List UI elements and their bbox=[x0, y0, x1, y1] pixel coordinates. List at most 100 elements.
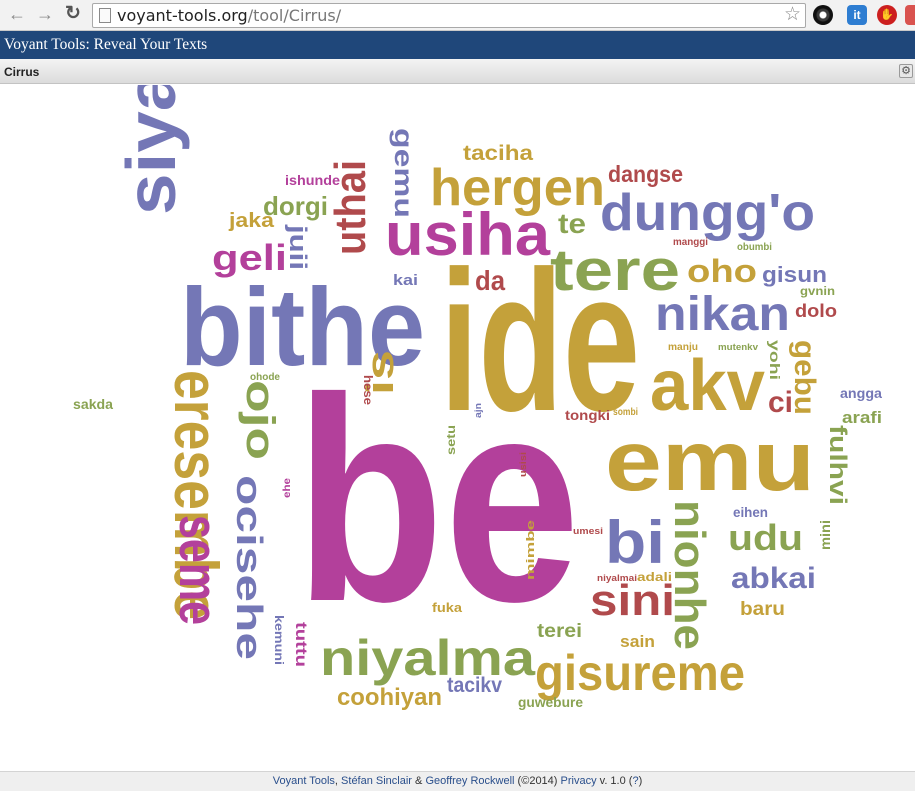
cloud-word-dorgi[interactable]: dorgi bbox=[263, 191, 328, 221]
cloud-word-arafi[interactable]: arafi bbox=[842, 408, 882, 427]
cloud-word-nikan[interactable]: nikan bbox=[655, 288, 790, 341]
panel-header: Cirrus ⚙ bbox=[0, 59, 915, 84]
cloud-word-ehe[interactable]: ehe bbox=[282, 477, 293, 498]
cloud-word-ishunde[interactable]: ishunde bbox=[285, 172, 340, 188]
gear-icon[interactable]: ⚙ bbox=[899, 64, 913, 78]
it-extension-icon[interactable]: it bbox=[847, 5, 867, 25]
cloud-word-setu[interactable]: setu bbox=[444, 425, 458, 455]
cloud-word-usisi[interactable]: usisi bbox=[518, 452, 528, 477]
cloud-word-dangse[interactable]: dangse bbox=[608, 161, 683, 187]
cloud-word-ocisehe[interactable]: ocisehe bbox=[229, 475, 270, 660]
cloud-word-te[interactable]: te bbox=[558, 208, 586, 239]
cloud-word-sakda[interactable]: sakda bbox=[73, 396, 113, 412]
cloud-word-jaka[interactable]: jaka bbox=[228, 210, 275, 232]
cloud-word-kemuni[interactable]: kemuni bbox=[272, 615, 286, 665]
cloud-word-geli[interactable]: geli bbox=[212, 237, 287, 278]
cloud-word-gisureme[interactable]: gisureme bbox=[535, 645, 745, 701]
url-text[interactable]: voyant-tools.org/tool/Cirrus/ bbox=[117, 6, 342, 25]
stop-extension-icon[interactable]: ✋ bbox=[877, 5, 897, 25]
cloud-word-sini[interactable]: sini bbox=[590, 576, 675, 625]
cloud-word-bi[interactable]: bi bbox=[605, 509, 665, 576]
reload-icon: ↻ bbox=[65, 3, 81, 24]
cloud-word-kai[interactable]: kai bbox=[393, 272, 418, 289]
arrow-left-icon: ← bbox=[8, 4, 26, 24]
cloud-word-siyanxeng[interactable]: siyanxeng bbox=[112, 85, 190, 215]
cloud-word-udu[interactable]: udu bbox=[728, 517, 803, 558]
cloud-word-gemu[interactable]: gemu bbox=[389, 128, 419, 218]
cloud-word-obumbi[interactable]: obumbi bbox=[737, 242, 772, 253]
cloud-word-juii[interactable]: juii bbox=[284, 224, 311, 270]
cloud-word-hese[interactable]: hese bbox=[361, 375, 375, 405]
cloud-word-mimbe[interactable]: mimbe bbox=[525, 520, 537, 580]
forward-button[interactable]: → bbox=[34, 3, 56, 25]
cloud-word-yohi[interactable]: yohi bbox=[767, 340, 783, 380]
sinclair-link[interactable]: Stéfan Sinclair bbox=[341, 775, 412, 787]
cloud-word-bithe[interactable]: bithe bbox=[180, 266, 425, 389]
cloud-word-ojo[interactable]: ojo bbox=[238, 380, 282, 460]
cloud-word-angga[interactable]: angga bbox=[840, 385, 882, 401]
cloud-word-guwebure[interactable]: guwebure bbox=[518, 694, 583, 710]
cloud-word-dolo[interactable]: dolo bbox=[795, 301, 837, 321]
cloud-word-mini[interactable]: mini bbox=[817, 520, 833, 550]
cloud-word-ci[interactable]: ci bbox=[768, 386, 793, 419]
cloud-word-manggi[interactable]: manggi bbox=[673, 237, 708, 248]
cloud-word-eresembe[interactable]: eresembe bbox=[161, 370, 230, 620]
cloud-word-tongki[interactable]: tongki bbox=[565, 407, 610, 423]
cloud-word-sain[interactable]: sain bbox=[620, 632, 655, 651]
cloud-word-tacikv[interactable]: tacikv bbox=[447, 674, 502, 697]
cloud-word-dunggo[interactable]: dungg'o bbox=[600, 184, 815, 242]
cloud-word-uthai[interactable]: uthai bbox=[326, 160, 375, 255]
cloud-word-abkai[interactable]: abkai bbox=[731, 562, 816, 595]
footer-copyright: (©2014) bbox=[514, 775, 561, 787]
cloud-word-coohiyan[interactable]: coohiyan bbox=[337, 684, 442, 711]
cloud-word-tere[interactable]: tere bbox=[550, 238, 680, 303]
browser-toolbar: ← → ↻ voyant-tools.org/tool/Cirrus/ ☆ it… bbox=[0, 0, 915, 31]
address-bar[interactable]: voyant-tools.org/tool/Cirrus/ ☆ bbox=[92, 3, 806, 28]
reload-button[interactable]: ↻ bbox=[62, 3, 84, 25]
rockwell-link[interactable]: Geoffrey Rockwell bbox=[425, 775, 515, 787]
arrow-right-icon: → bbox=[36, 4, 54, 24]
extension-icon[interactable] bbox=[905, 5, 915, 25]
cloud-word-taciha[interactable]: taciha bbox=[463, 142, 533, 165]
back-button[interactable]: ← bbox=[6, 3, 28, 25]
footer-separator: , bbox=[334, 775, 342, 787]
cloud-word-be[interactable]: be bbox=[295, 338, 580, 662]
cloud-word-gisun[interactable]: gisun bbox=[762, 262, 827, 287]
cloud-word-nionhe[interactable]: nionhe bbox=[665, 500, 714, 650]
cloud-word-terei[interactable]: terei bbox=[537, 621, 582, 642]
cloud-word-niyalmai[interactable]: niyalmai bbox=[597, 573, 637, 583]
cloud-word-niyalma[interactable]: niyalma bbox=[320, 630, 536, 686]
cloud-word-akv[interactable]: akv bbox=[650, 346, 765, 426]
cloud-word-seme[interactable]: seme bbox=[168, 515, 230, 625]
app-title-bar: Voyant Tools: Reveal Your Texts bbox=[0, 31, 915, 59]
cloud-word-gvnin[interactable]: gvnin bbox=[800, 284, 835, 298]
cloud-word-gebu[interactable]: gebu bbox=[788, 340, 821, 415]
help-link[interactable]: ? bbox=[632, 775, 639, 787]
cloud-word-sombi[interactable]: sombi bbox=[613, 407, 638, 418]
cloud-word-mutenkv[interactable]: mutenkv bbox=[718, 342, 758, 352]
privacy-link[interactable]: Privacy bbox=[560, 775, 597, 787]
cloud-word-ide[interactable]: ide bbox=[440, 230, 640, 453]
cloud-word-tuttu[interactable]: tuttu bbox=[292, 622, 309, 667]
cloud-word-fulhvi[interactable]: fulhvi bbox=[824, 425, 851, 505]
cloud-word-is[interactable]: is bbox=[360, 350, 402, 395]
cloud-word-da[interactable]: da bbox=[475, 265, 505, 296]
cloud-word-usiha[interactable]: usiha bbox=[385, 201, 551, 268]
cloud-word-ohode[interactable]: ohode bbox=[250, 372, 280, 383]
cloud-word-hergen[interactable]: hergen bbox=[430, 159, 605, 217]
cloud-word-adali[interactable]: adali bbox=[637, 570, 672, 584]
cloud-word-oho[interactable]: oho bbox=[687, 253, 757, 289]
voyant-tools-link[interactable]: Voyant Tools bbox=[272, 775, 335, 787]
panel-title: Cirrus bbox=[4, 65, 40, 79]
bookmark-star-icon[interactable]: ☆ bbox=[783, 4, 801, 25]
cloud-word-emu[interactable]: emu bbox=[605, 414, 815, 509]
cloud-word-baru[interactable]: baru bbox=[740, 599, 785, 620]
cloud-word-eihen[interactable]: eihen bbox=[733, 504, 768, 520]
cloud-word-umesi[interactable]: umesi bbox=[573, 526, 603, 536]
cloud-word-manju[interactable]: manju bbox=[668, 342, 698, 353]
cloud-word-ajn[interactable]: ajn bbox=[473, 403, 483, 418]
cloud-word-fuka[interactable]: fuka bbox=[432, 600, 463, 615]
chrome-extension-icon[interactable] bbox=[813, 5, 833, 25]
